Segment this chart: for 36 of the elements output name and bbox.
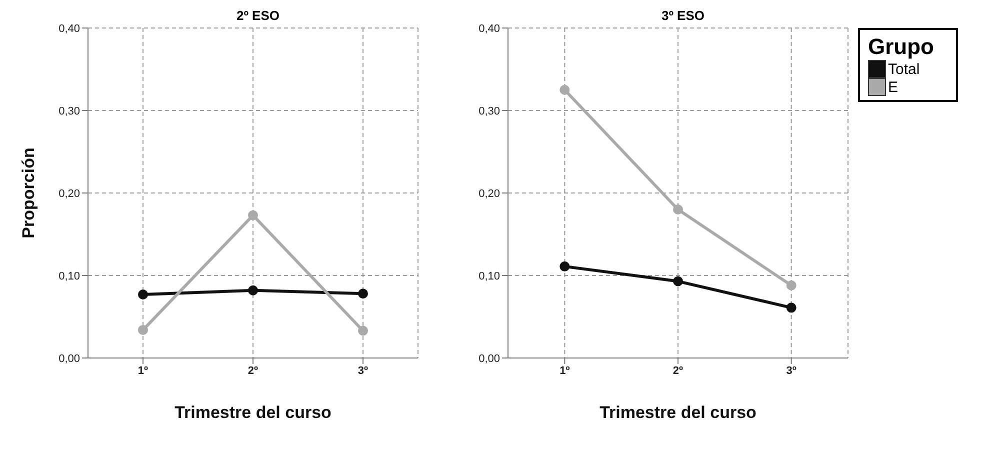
x-axis-title: Trimestre del curso bbox=[600, 403, 756, 422]
chart-title: 2º ESO bbox=[235, 8, 281, 23]
point bbox=[560, 84, 570, 95]
x-tick-label: 3º bbox=[358, 364, 368, 377]
chart-title: 3º ESO bbox=[660, 8, 706, 23]
y-tick-label: 0,30 bbox=[478, 105, 500, 118]
x-tick-label: 1º bbox=[560, 364, 570, 377]
point bbox=[248, 210, 258, 220]
point bbox=[560, 261, 570, 272]
y-tick-label: 0,40 bbox=[478, 22, 500, 35]
legend-label: E bbox=[887, 78, 900, 96]
x-axis-title: Trimestre del curso bbox=[174, 403, 332, 422]
point bbox=[138, 324, 148, 335]
y-tick-label: 0,30 bbox=[58, 105, 80, 118]
x-tick-label: 3º bbox=[786, 364, 796, 377]
point bbox=[358, 326, 368, 336]
point bbox=[248, 285, 258, 296]
y-tick-label: 0,10 bbox=[478, 270, 500, 282]
y-tick-label: 0,00 bbox=[58, 352, 80, 365]
point bbox=[786, 280, 796, 290]
y-tick-label: 0,00 bbox=[478, 352, 500, 365]
legend-label: Total bbox=[887, 60, 921, 78]
point bbox=[673, 204, 683, 214]
y-tick-label: 0,10 bbox=[58, 270, 80, 282]
x-tick-label: 1º bbox=[138, 364, 148, 377]
y-tick-label: 0,20 bbox=[478, 188, 500, 200]
legend-title: Grupo bbox=[868, 34, 935, 60]
point bbox=[786, 302, 796, 313]
y-tick-label: 0,20 bbox=[58, 188, 80, 200]
point bbox=[673, 276, 683, 286]
point bbox=[138, 289, 148, 300]
y-tick-label: 0,40 bbox=[58, 22, 80, 35]
y-axis-title: Proporción bbox=[19, 148, 38, 238]
x-tick-label: 2º bbox=[248, 364, 258, 377]
point bbox=[358, 288, 368, 299]
x-tick-label: 2º bbox=[672, 364, 684, 377]
